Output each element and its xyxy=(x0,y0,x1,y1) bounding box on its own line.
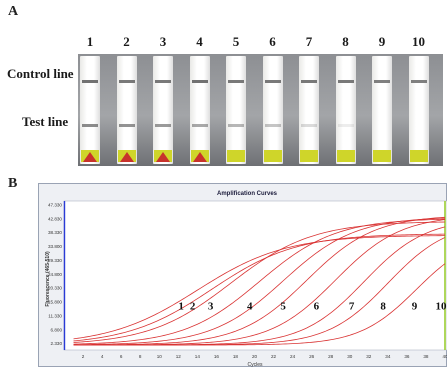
curve-label-7: 7 xyxy=(349,300,355,312)
test-band xyxy=(228,124,244,127)
curve-label-5: 5 xyxy=(280,300,286,312)
test-strip-5 xyxy=(226,56,246,164)
x-tick-label: 24 xyxy=(290,354,296,359)
x-tick-label: 30 xyxy=(347,354,353,359)
strip-number-1: 1 xyxy=(78,34,102,50)
sample-pad-red-mark xyxy=(83,152,97,162)
sample-pad-red-mark xyxy=(193,152,207,162)
curve-label-3: 3 xyxy=(208,300,214,312)
x-tick-label: 14 xyxy=(195,354,201,359)
y-tick-label: 6.800 xyxy=(51,327,63,332)
curve-label-6: 6 xyxy=(314,300,320,312)
curve-label-4: 4 xyxy=(247,300,253,312)
control-band xyxy=(411,80,427,83)
sample-pad-red-mark xyxy=(156,152,170,162)
x-tick-label: 10 xyxy=(157,354,163,359)
test-line-label: Test line xyxy=(22,114,68,130)
strip-number-7: 7 xyxy=(297,34,321,50)
y-tick-label: 47.330 xyxy=(48,202,62,207)
x-tick-label: 20 xyxy=(252,354,258,359)
control-line-label: Control line xyxy=(7,66,74,82)
control-band xyxy=(301,80,317,83)
control-band xyxy=(228,80,244,83)
test-strip-6 xyxy=(263,56,283,164)
curve-label-9: 9 xyxy=(412,300,418,312)
sample-pad xyxy=(410,150,428,162)
sample-pad xyxy=(227,150,245,162)
x-tick-label: 12 xyxy=(176,354,182,359)
test-strip-2 xyxy=(117,56,137,164)
test-strip-3 xyxy=(153,56,173,164)
x-tick-label: 38 xyxy=(423,354,429,359)
strip-number-6: 6 xyxy=(261,34,285,50)
test-band xyxy=(301,124,317,127)
x-axis-label: Cycles xyxy=(247,362,263,368)
test-strip-7 xyxy=(299,56,319,164)
y-tick-label: 33.800 xyxy=(48,244,62,249)
strip-number-9: 9 xyxy=(370,34,394,50)
control-band xyxy=(374,80,390,83)
x-tick-label: 2 xyxy=(82,354,85,359)
curve-label-1: 1 xyxy=(178,300,184,312)
test-band xyxy=(338,124,354,127)
control-band xyxy=(192,80,208,83)
test-strip-8 xyxy=(336,56,356,164)
x-tick-label: 18 xyxy=(233,354,239,359)
strip-number-10: 10 xyxy=(407,34,431,50)
curve-label-2: 2 xyxy=(190,300,196,312)
chart-title: Amplification Curves xyxy=(217,191,278,197)
x-tick-label: 26 xyxy=(309,354,315,359)
x-tick-label: 8 xyxy=(139,354,142,359)
strip-number-2: 2 xyxy=(115,34,139,50)
y-tick-label: 2.330 xyxy=(51,341,63,346)
x-tick-label: 4 xyxy=(101,354,104,359)
x-tick-label: 28 xyxy=(328,354,334,359)
test-band xyxy=(82,124,98,127)
sample-pad-red-mark xyxy=(120,152,134,162)
x-tick-label: 22 xyxy=(271,354,277,359)
amplification-chart: Amplification Curves 2.3306.80011.33015.… xyxy=(39,184,447,368)
strip-number-8: 8 xyxy=(334,34,358,50)
panel-b-label: B xyxy=(8,176,17,192)
x-tick-label: 40 xyxy=(442,354,447,359)
test-strip-4 xyxy=(190,56,210,164)
control-band xyxy=(338,80,354,83)
sample-pad xyxy=(300,150,318,162)
y-axis-label: Fluorescence (465-510) xyxy=(45,251,51,307)
sample-pad xyxy=(264,150,282,162)
y-tick-label: 42.830 xyxy=(48,216,62,221)
strip-number-4: 4 xyxy=(188,34,212,50)
test-strip-9 xyxy=(372,56,392,164)
x-tick-label: 6 xyxy=(120,354,123,359)
y-tick-label: 38.330 xyxy=(48,230,62,235)
test-strip-10 xyxy=(409,56,429,164)
test-strip-1 xyxy=(80,56,100,164)
strip-number-5: 5 xyxy=(224,34,248,50)
test-band xyxy=(119,124,135,127)
plot-area xyxy=(64,201,447,350)
x-tick-label: 36 xyxy=(404,354,410,359)
x-tick-label: 16 xyxy=(214,354,220,359)
sample-pad xyxy=(337,150,355,162)
strip-number-3: 3 xyxy=(151,34,175,50)
control-band xyxy=(265,80,281,83)
test-band xyxy=(155,124,171,127)
x-tick-label: 32 xyxy=(366,354,372,359)
control-band xyxy=(119,80,135,83)
sample-pad xyxy=(373,150,391,162)
control-band xyxy=(155,80,171,83)
control-band xyxy=(82,80,98,83)
panel-a-label: A xyxy=(8,4,18,20)
x-tick-label: 34 xyxy=(385,354,391,359)
test-band xyxy=(192,124,208,127)
test-band xyxy=(265,124,281,127)
curve-label-10: 10 xyxy=(436,300,447,312)
y-tick-label: 11.330 xyxy=(48,313,62,318)
curve-label-8: 8 xyxy=(380,300,386,312)
